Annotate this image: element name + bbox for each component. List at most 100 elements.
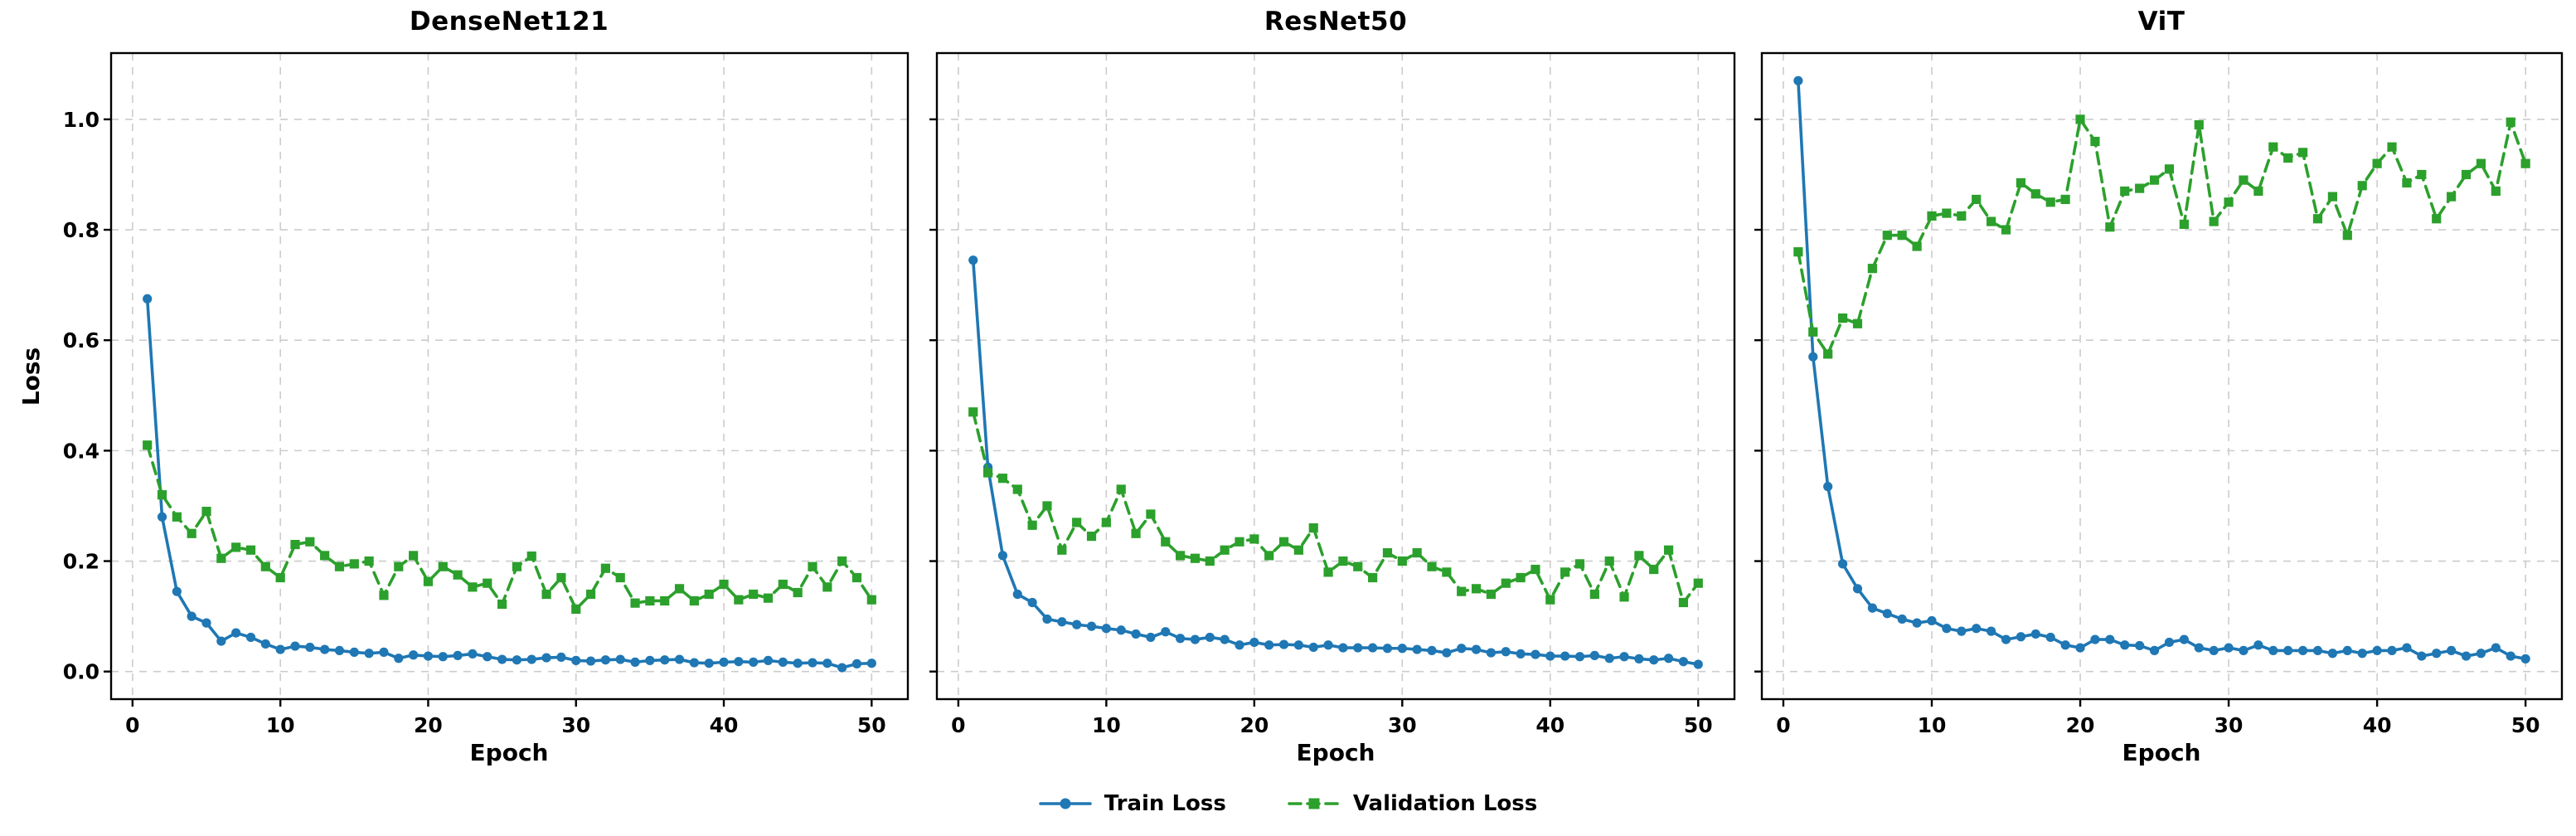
- data-point: [660, 595, 670, 606]
- data-point: [1412, 547, 1422, 558]
- legend: Train Loss Validation Loss: [0, 783, 2576, 824]
- data-point: [556, 572, 566, 583]
- data-point: [1382, 547, 1393, 558]
- legend-item-validation-loss: Validation Loss: [1288, 791, 1537, 816]
- x-tick-label: 50: [2511, 713, 2540, 737]
- data-point: [468, 582, 478, 592]
- data-point: [2447, 192, 2457, 202]
- data-point: [1957, 211, 1967, 221]
- validation-loss-markers: [1793, 114, 2530, 359]
- data-point: [1086, 531, 1097, 542]
- train-loss-line: [145, 297, 874, 669]
- data-point: [808, 658, 817, 668]
- validation-loss-series: [968, 407, 1703, 608]
- data-point: [600, 563, 610, 573]
- data-point: [2164, 637, 2175, 648]
- data-point: [453, 570, 463, 580]
- x-tick-label: 10: [1092, 713, 1121, 737]
- data-point: [1131, 629, 1141, 639]
- data-point: [1942, 624, 1952, 634]
- data-point: [1531, 649, 1540, 659]
- data-point: [1882, 231, 1892, 241]
- data-point: [143, 294, 153, 304]
- data-point: [1427, 645, 1437, 656]
- validation-loss-series: [143, 440, 876, 615]
- data-point: [1589, 650, 1599, 661]
- data-point: [719, 657, 729, 667]
- data-point: [1042, 614, 1052, 625]
- data-point: [1086, 621, 1097, 631]
- x-tick-label: 10: [266, 713, 295, 737]
- data-point: [1146, 632, 1156, 643]
- data-point: [1427, 561, 1437, 571]
- data-point: [719, 579, 729, 590]
- data-point: [2283, 153, 2293, 163]
- data-point: [497, 599, 507, 610]
- data-point: [968, 407, 978, 417]
- data-point: [1501, 578, 1511, 588]
- data-point: [1867, 603, 1877, 613]
- data-point: [2387, 645, 2397, 656]
- data-point: [1278, 537, 1289, 547]
- data-point: [1808, 327, 1818, 337]
- data-point: [2149, 175, 2160, 185]
- y-tick-label: 1.0: [63, 108, 99, 132]
- data-point: [1545, 651, 1555, 661]
- data-point: [1545, 595, 1555, 605]
- data-point: [615, 572, 625, 583]
- data-point: [1927, 211, 1937, 221]
- x-tick-label: 30: [2215, 713, 2244, 737]
- data-point: [2120, 640, 2130, 650]
- data-point: [1604, 654, 1614, 663]
- data-point: [2135, 183, 2145, 193]
- train-loss-line-sample-icon: [1038, 798, 1092, 809]
- data-point: [2372, 158, 2382, 168]
- data-point: [483, 578, 492, 588]
- x-tick-label: 40: [710, 713, 739, 737]
- data-point: [2120, 186, 2130, 197]
- data-point: [1574, 559, 1585, 569]
- data-point: [1501, 647, 1511, 657]
- data-point: [1101, 518, 1111, 527]
- data-point: [2312, 645, 2323, 656]
- panel-title-resnet50: ResNet50: [1264, 7, 1408, 36]
- data-point: [1560, 567, 1570, 577]
- data-point: [1927, 615, 1937, 626]
- data-point: [1471, 644, 1482, 654]
- data-point: [968, 255, 978, 265]
- data-point: [172, 586, 182, 596]
- data-point: [2060, 194, 2070, 205]
- validation-loss-line: [971, 410, 1700, 605]
- data-point: [1882, 609, 1892, 619]
- data-point: [851, 659, 862, 668]
- data-point: [2461, 169, 2472, 180]
- data-point: [2045, 632, 2055, 643]
- data-point: [275, 572, 285, 583]
- data-point: [1293, 545, 1303, 555]
- data-point: [2387, 142, 2397, 152]
- data-point: [1072, 518, 1082, 527]
- data-point: [630, 657, 640, 667]
- data-point: [837, 663, 847, 673]
- data-point: [231, 542, 241, 552]
- data-point: [1397, 644, 1407, 654]
- data-point: [1852, 584, 1863, 594]
- data-point: [2297, 645, 2308, 656]
- data-point: [1368, 572, 1378, 583]
- data-point: [600, 655, 610, 665]
- legend-label-train-loss: Train Loss: [1104, 791, 1226, 816]
- y-tick-label: 0.2: [63, 550, 99, 574]
- data-point: [172, 512, 182, 522]
- data-point: [2506, 117, 2515, 127]
- data-point: [585, 589, 596, 600]
- data-point: [1634, 654, 1644, 663]
- data-point: [2075, 114, 2085, 124]
- data-point: [231, 628, 241, 638]
- data-point: [2283, 645, 2293, 656]
- data-point: [866, 659, 876, 668]
- data-point: [645, 655, 655, 665]
- data-point: [689, 658, 699, 668]
- data-point: [734, 595, 744, 605]
- data-point: [2090, 136, 2100, 147]
- data-point: [1116, 484, 1126, 494]
